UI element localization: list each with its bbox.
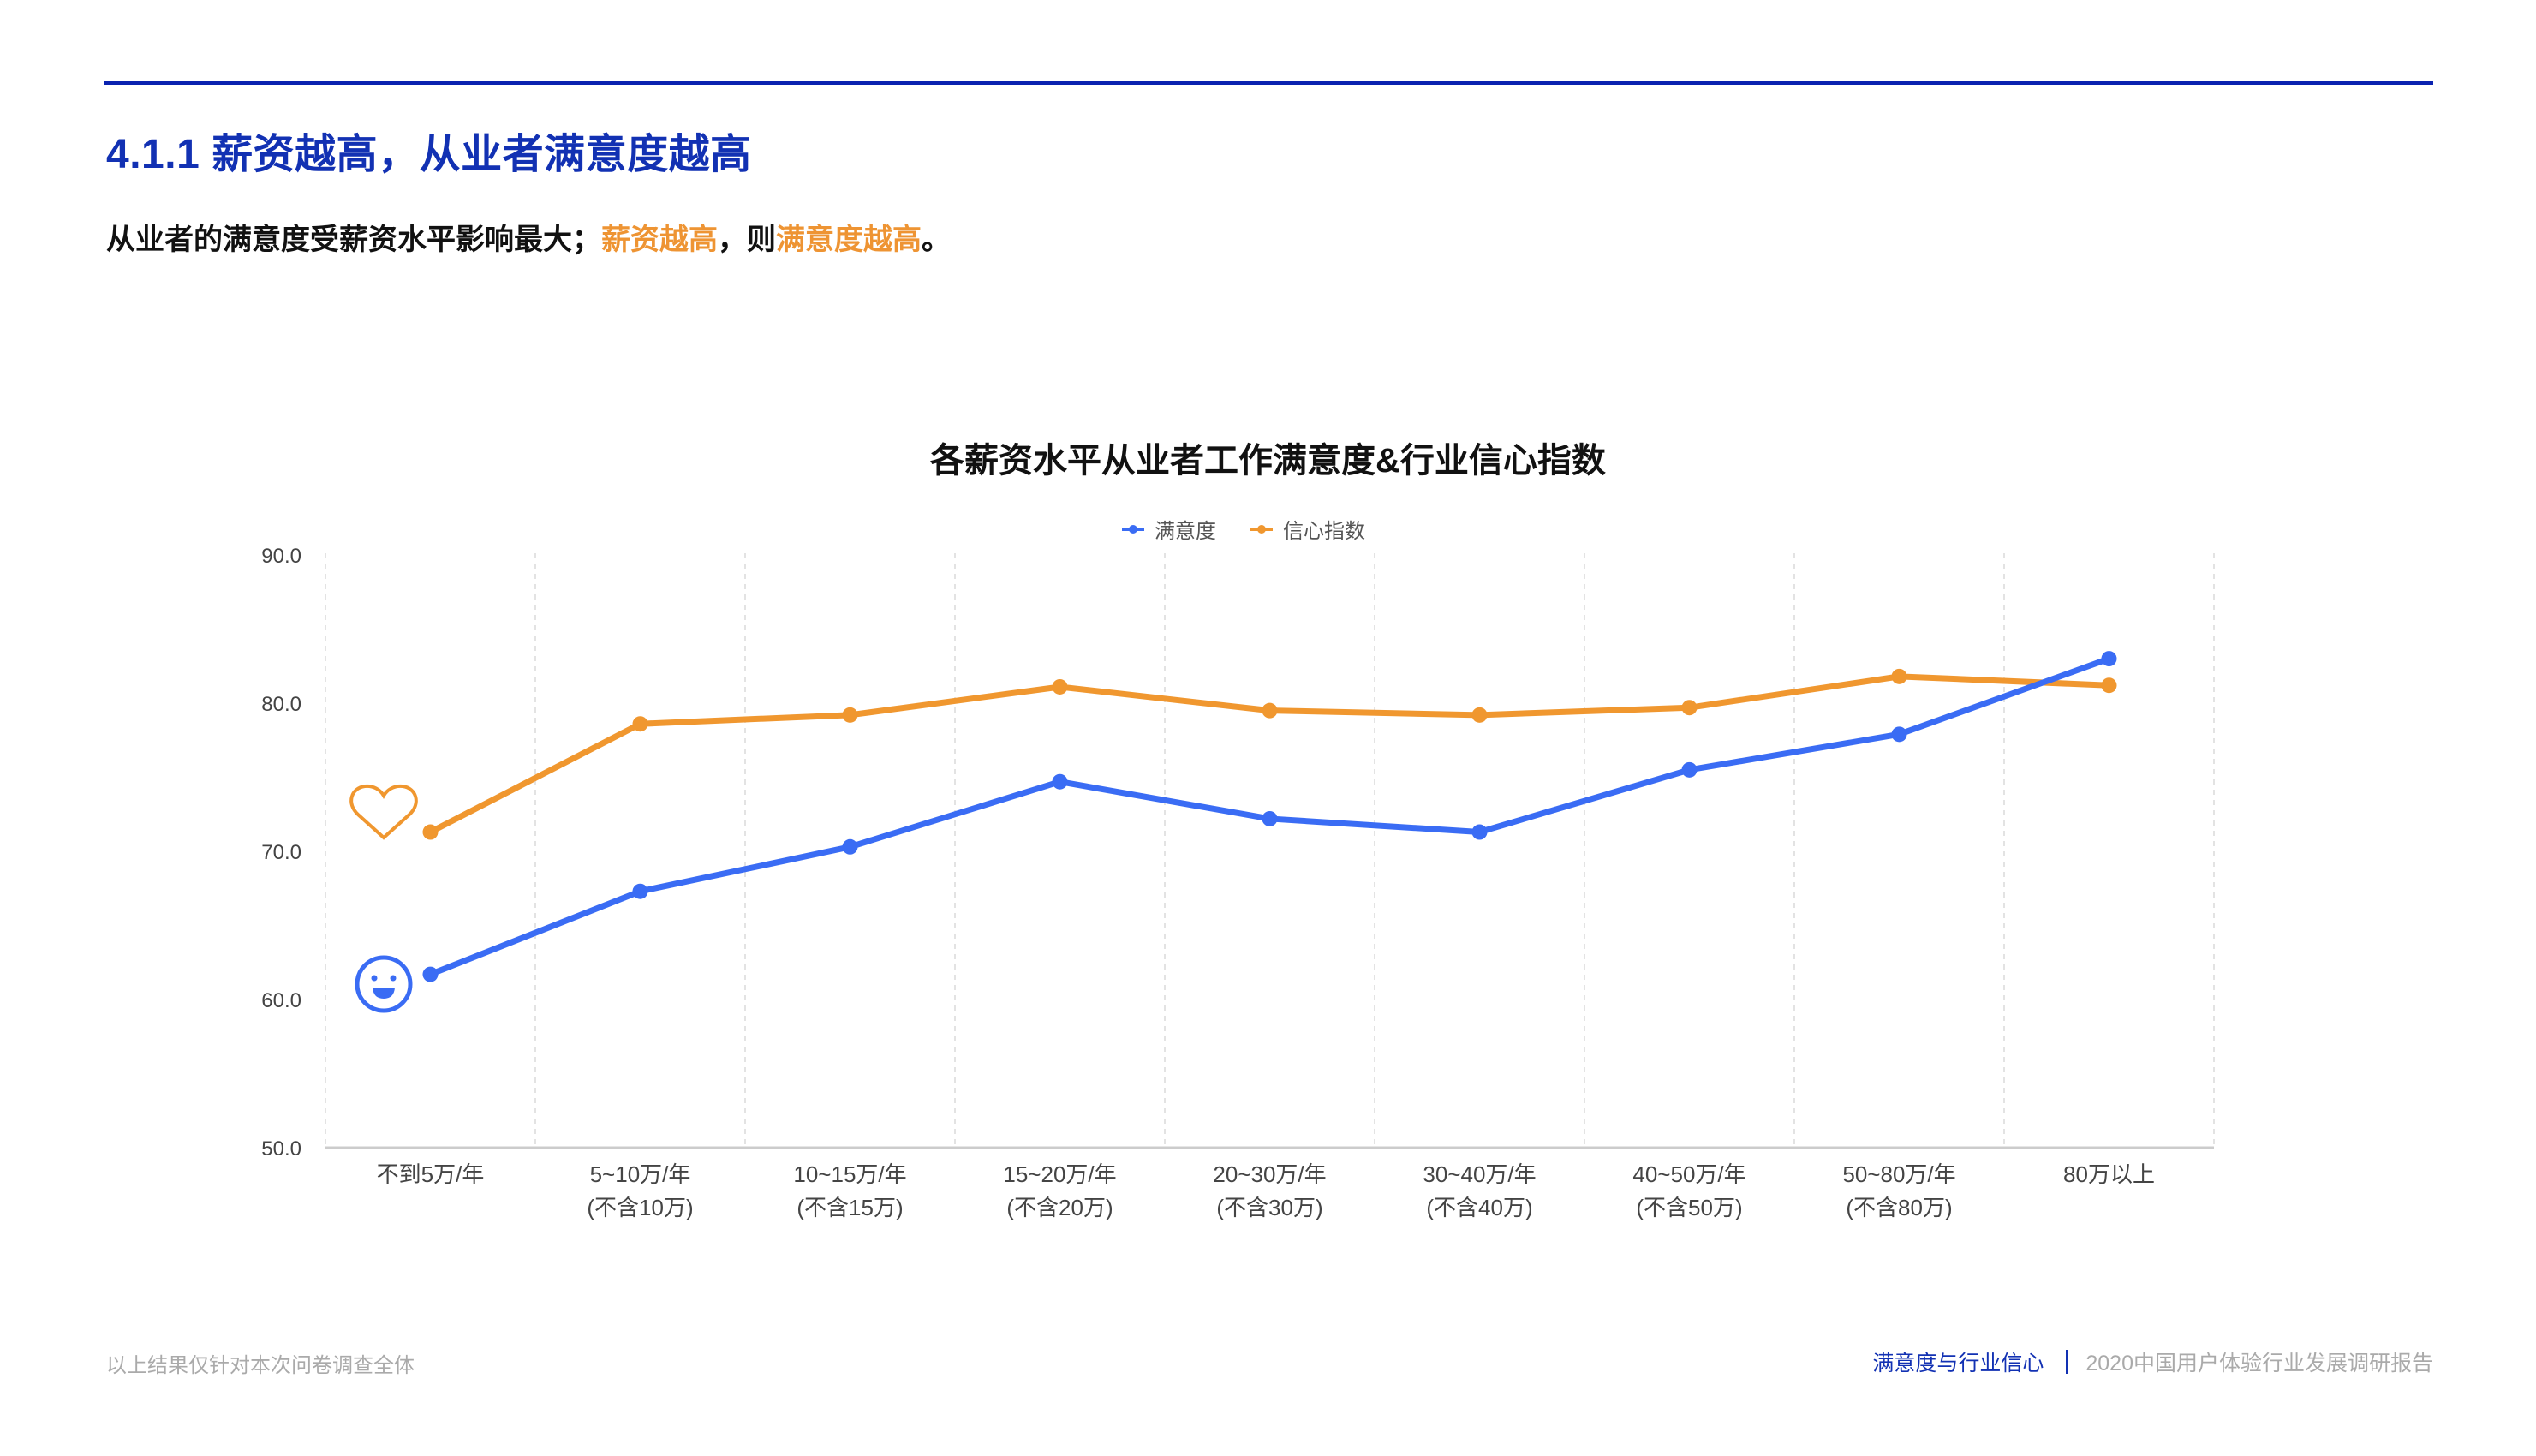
x-axis: 不到5万/年 5~10万/年 (不含10万) 10~15万/年 (不含15万) 15~20… — [325, 1146, 2214, 1220]
y-tick-label: 70.0 — [261, 841, 301, 864]
y-axis: 50.0 60.0 70.0 80.0 90.0 — [261, 545, 301, 1161]
top-rule-divider — [104, 81, 2433, 85]
data-point[interactable] — [632, 716, 648, 732]
x-tick-sublabel: (不含40万) — [1426, 1195, 1532, 1220]
footer-section-title: 满意度与行业信心 — [1872, 1352, 2044, 1375]
smiley-face-icon — [355, 955, 413, 1013]
footer-meta: 满意度与行业信心 2020中国用户体验行业发展调研报告 — [1872, 1346, 2433, 1377]
footer-note: 以上结果仅针对本次问卷调查全体 — [106, 1354, 415, 1377]
x-tick-label: 10~15万/年 — [793, 1161, 906, 1187]
x-tick-sublabel: (不含50万) — [1636, 1195, 1742, 1220]
legend-marker-confidence-icon — [1250, 524, 1273, 534]
data-point[interactable] — [1891, 726, 1907, 743]
data-point[interactable] — [842, 707, 858, 723]
footer-divider — [2066, 1350, 2069, 1374]
series-line — [428, 673, 2109, 835]
chart-series — [422, 651, 2117, 982]
x-tick-sublabel: (不含30万) — [1216, 1195, 1322, 1220]
data-point[interactable] — [1681, 700, 1698, 716]
chart-title: 各薪资水平从业者工作满意度&行业信心指数 — [930, 442, 1606, 480]
subtitle-text: 从业者的满意度受薪资水平影响最大； — [106, 224, 601, 256]
data-point[interactable] — [842, 838, 858, 855]
footer-report-title: 2020中国用户体验行业发展调研报告 — [2085, 1352, 2433, 1375]
chart-legend: 满意度 信心指数 — [1122, 514, 1365, 544]
y-tick-label: 50.0 — [261, 1137, 301, 1161]
y-tick-label: 90.0 — [261, 545, 301, 568]
subtitle-text: 。 — [922, 224, 951, 256]
data-point[interactable] — [1052, 773, 1068, 790]
x-tick-sublabel: (不含20万) — [1006, 1195, 1113, 1220]
data-point[interactable] — [1262, 702, 1278, 719]
data-point[interactable] — [1681, 761, 1698, 778]
x-tick-sublabel: (不含10万) — [587, 1195, 693, 1220]
legend-item-satisfaction[interactable]: 满意度 — [1122, 514, 1216, 544]
x-tick-sublabel: (不含80万) — [1846, 1195, 1952, 1220]
data-point[interactable] — [2101, 677, 2117, 694]
data-point[interactable] — [2101, 651, 2117, 667]
data-point[interactable] — [422, 966, 439, 982]
chart-grid — [325, 553, 2215, 1148]
data-point[interactable] — [1471, 707, 1488, 723]
x-tick-label: 不到5万/年 — [377, 1161, 485, 1187]
x-tick-label: 50~80万/年 — [1842, 1161, 1955, 1187]
data-point[interactable] — [1262, 810, 1278, 826]
y-tick-label: 60.0 — [261, 989, 301, 1012]
data-point[interactable] — [632, 883, 648, 899]
heart-outline-icon — [349, 784, 418, 840]
y-tick-label: 80.0 — [261, 693, 301, 716]
x-tick-sublabel: (不含15万) — [797, 1195, 903, 1220]
page-subtitle: 从业者的满意度受薪资水平影响最大；薪资越高，则满意度越高。 — [106, 216, 951, 258]
legend-item-confidence[interactable]: 信心指数 — [1250, 514, 1365, 544]
x-tick-label: 5~10万/年 — [590, 1161, 691, 1187]
legend-marker-satisfaction-icon — [1122, 524, 1144, 534]
subtitle-highlight: 薪资越高 — [601, 224, 718, 256]
subtitle-text: ，则 — [718, 224, 776, 256]
data-point[interactable] — [1052, 678, 1068, 695]
data-point[interactable] — [422, 824, 439, 840]
x-tick-label: 15~20万/年 — [1003, 1161, 1116, 1187]
data-point[interactable] — [1471, 824, 1488, 840]
legend-label-confidence: 信心指数 — [1283, 520, 1365, 543]
x-tick-label: 20~30万/年 — [1213, 1161, 1326, 1187]
legend-label-satisfaction: 满意度 — [1155, 520, 1216, 543]
x-tick-label: 80万以上 — [2063, 1161, 2155, 1187]
x-tick-label: 40~50万/年 — [1632, 1161, 1745, 1187]
page-title: 4.1.1 薪资越高，从业者满意度越高 — [106, 132, 752, 177]
x-tick-label: 30~40万/年 — [1423, 1161, 1536, 1187]
subtitle-highlight: 满意度越高 — [776, 224, 922, 256]
data-point[interactable] — [1891, 668, 1907, 684]
